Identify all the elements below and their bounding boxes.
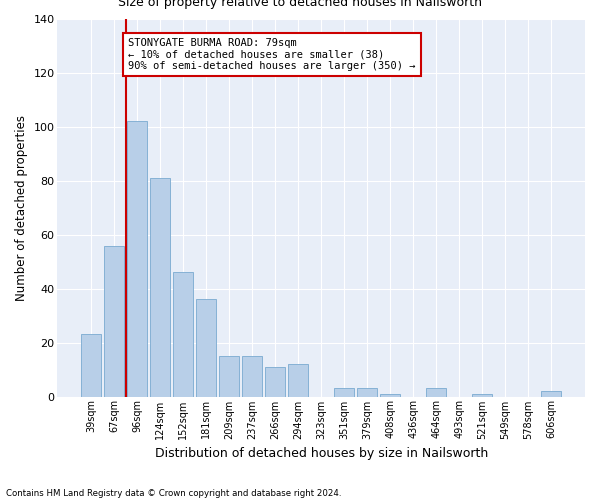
Text: Size of property relative to detached houses in Nailsworth: Size of property relative to detached ho… — [118, 0, 482, 9]
Bar — [472, 394, 492, 396]
Bar — [289, 364, 308, 396]
Y-axis label: Number of detached properties: Number of detached properties — [15, 115, 28, 301]
Bar — [242, 356, 262, 397]
Bar — [358, 388, 377, 396]
Bar — [104, 246, 124, 396]
Bar — [220, 356, 239, 397]
X-axis label: Distribution of detached houses by size in Nailsworth: Distribution of detached houses by size … — [155, 447, 488, 460]
Bar — [541, 391, 561, 396]
Text: Contains HM Land Registry data © Crown copyright and database right 2024.: Contains HM Land Registry data © Crown c… — [6, 488, 341, 498]
Bar — [334, 388, 354, 396]
Bar — [265, 367, 285, 396]
Bar — [127, 122, 147, 396]
Bar — [173, 272, 193, 396]
Bar — [380, 394, 400, 396]
Bar — [82, 334, 101, 396]
Bar — [196, 300, 216, 396]
Text: STONYGATE BURMA ROAD: 79sqm
← 10% of detached houses are smaller (38)
90% of sem: STONYGATE BURMA ROAD: 79sqm ← 10% of det… — [128, 38, 416, 71]
Bar — [427, 388, 446, 396]
Bar — [151, 178, 170, 396]
